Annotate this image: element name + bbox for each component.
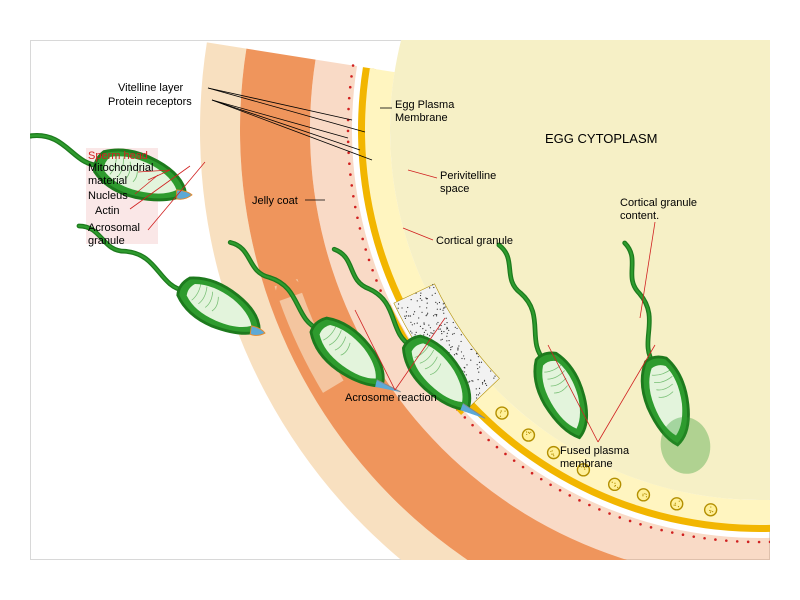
- label-actin: Actin: [95, 205, 119, 218]
- label-egg-cytoplasm: EGG CYTOPLASM: [545, 132, 657, 147]
- label-nucleus: Nucleus: [88, 190, 128, 203]
- label-egg-plasma-membrane: Egg Plasma Membrane: [395, 99, 454, 124]
- label-jelly-coat: Jelly coat: [252, 195, 298, 208]
- label-cortical-content: Cortical granule content.: [620, 197, 697, 222]
- label-fused-membrane: Fused plasma membrane: [560, 445, 629, 470]
- label-protein-receptors: Protein receptors: [108, 96, 192, 109]
- label-vitelline-layer: Vitelline layer: [118, 82, 183, 95]
- label-acrosome-reaction: Acrosome reaction: [345, 392, 437, 405]
- diagram-canvas: Vitelline layerProtein receptors Egg Plas…: [0, 0, 800, 600]
- label-acrosomal-granule: Acrosomal granule: [88, 222, 140, 247]
- label-cortical-granule: Cortical granule: [436, 235, 513, 248]
- label-perivit-space: Perivitelline space: [440, 170, 496, 195]
- label-mito: Mitochondrial material: [88, 162, 153, 187]
- label-sperm-head: Sperm head: [88, 150, 148, 163]
